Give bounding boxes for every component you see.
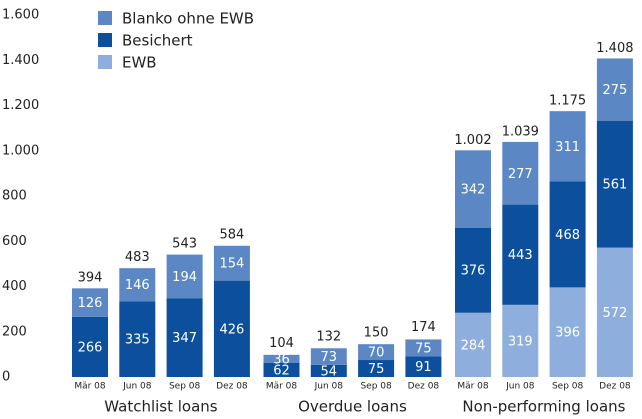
bar-segment <box>263 354 300 363</box>
segment-label: 54 <box>321 364 338 379</box>
bar-segment <box>72 316 108 377</box>
segment-label: 342 <box>461 182 486 197</box>
x-tick-label: Jun 08 <box>505 382 535 392</box>
segment-label: 154 <box>219 257 244 272</box>
y-tick-label: 0 <box>2 370 10 385</box>
bar-segment <box>455 312 491 377</box>
bar-segment <box>455 150 491 228</box>
x-tick-label: Jun 08 <box>122 382 152 392</box>
y-tick-label: 1.600 <box>2 8 39 23</box>
bar-segment <box>119 301 156 377</box>
segment-label: 126 <box>78 296 103 311</box>
segment-label: 194 <box>172 270 197 285</box>
bar-segment <box>310 364 347 377</box>
total-label: 104 <box>269 336 294 351</box>
group-label: Overdue loans <box>298 398 407 416</box>
total-label: 394 <box>78 270 103 285</box>
bar-segment <box>263 362 300 377</box>
bar-segment <box>502 304 539 377</box>
bar-segment <box>596 58 633 121</box>
bar-segment <box>213 280 250 377</box>
segment-label: 75 <box>368 362 385 377</box>
legend-label: Besichert <box>122 32 193 50</box>
bar-segment <box>213 245 250 281</box>
group-label: Non-performing loans <box>462 398 625 416</box>
segment-label: 572 <box>602 306 627 321</box>
y-tick-label: 800 <box>2 189 27 204</box>
segment-label: 426 <box>219 322 244 337</box>
total-label: 483 <box>125 250 150 265</box>
segment-label: 396 <box>555 326 580 341</box>
x-tick-label: Dez 08 <box>408 382 440 392</box>
total-label: 543 <box>172 237 197 252</box>
bar-segment <box>166 298 203 377</box>
segment-label: 468 <box>555 228 580 243</box>
x-tick-label: Dez 08 <box>216 382 248 392</box>
y-tick-label: 1.200 <box>2 98 39 113</box>
bar-segment <box>596 120 633 248</box>
bar-segment <box>358 360 395 377</box>
bar-segment <box>405 339 442 357</box>
x-tick-label: Mär 08 <box>74 382 106 392</box>
legend-label: EWB <box>122 54 157 72</box>
total-label: 1.039 <box>502 124 539 139</box>
segment-label: 70 <box>368 346 385 361</box>
segment-label: 335 <box>125 333 150 348</box>
y-tick-label: 1.400 <box>2 53 39 68</box>
bar-segment <box>502 141 539 205</box>
total-label: 1.175 <box>549 94 586 109</box>
total-label: 150 <box>364 326 389 341</box>
bar-segment <box>405 356 442 377</box>
bar-segment <box>358 344 395 361</box>
bar-segment <box>549 287 586 377</box>
bar-segment <box>549 111 586 182</box>
segment-label: 62 <box>273 363 290 378</box>
y-tick-label: 400 <box>2 279 27 294</box>
group-label: Watchlist loans <box>104 398 218 416</box>
x-tick-label: Mär 08 <box>266 382 298 392</box>
x-tick-label: Sep 08 <box>552 382 584 392</box>
segment-label: 36 <box>273 352 290 367</box>
x-tick-label: Sep 08 <box>169 382 201 392</box>
x-tick-label: Mär 08 <box>457 382 489 392</box>
segment-label: 73 <box>321 350 338 365</box>
segment-label: 347 <box>172 331 197 346</box>
total-label: 1.408 <box>596 41 633 56</box>
y-tick-label: 1.000 <box>2 143 39 158</box>
segment-label: 266 <box>78 340 103 355</box>
segment-label: 91 <box>415 360 432 375</box>
total-label: 584 <box>219 227 244 242</box>
segment-label: 275 <box>602 83 627 98</box>
legend-swatch <box>98 11 112 25</box>
segment-label: 277 <box>508 167 533 182</box>
x-tick-label: Sep 08 <box>360 382 392 392</box>
segment-label: 376 <box>461 264 486 279</box>
segment-label: 146 <box>125 278 150 293</box>
segment-label: 284 <box>461 338 486 353</box>
segment-label: 443 <box>508 248 533 263</box>
y-tick-label: 600 <box>2 234 27 249</box>
bar-segment <box>166 254 203 299</box>
bar-segment <box>596 247 633 377</box>
y-tick-label: 200 <box>2 324 27 339</box>
total-label: 174 <box>411 320 436 335</box>
segment-label: 561 <box>602 178 627 193</box>
legend-label: Blanko ohne EWB <box>122 10 254 28</box>
bar-segment <box>549 181 586 288</box>
x-tick-label: Jun 08 <box>314 382 344 392</box>
segment-label: 75 <box>415 341 432 356</box>
legend-swatch <box>98 33 112 47</box>
x-tick-label: Dez 08 <box>599 382 631 392</box>
segment-label: 311 <box>555 140 580 155</box>
bar-segment <box>310 348 347 365</box>
total-label: 1.002 <box>454 133 491 148</box>
bar-segment <box>72 288 108 317</box>
total-label: 132 <box>316 330 341 345</box>
segment-label: 319 <box>508 334 533 349</box>
bar-segment <box>455 227 491 313</box>
bar-segment <box>502 204 539 305</box>
legend-swatch <box>98 55 112 69</box>
bar-segment <box>119 268 156 302</box>
